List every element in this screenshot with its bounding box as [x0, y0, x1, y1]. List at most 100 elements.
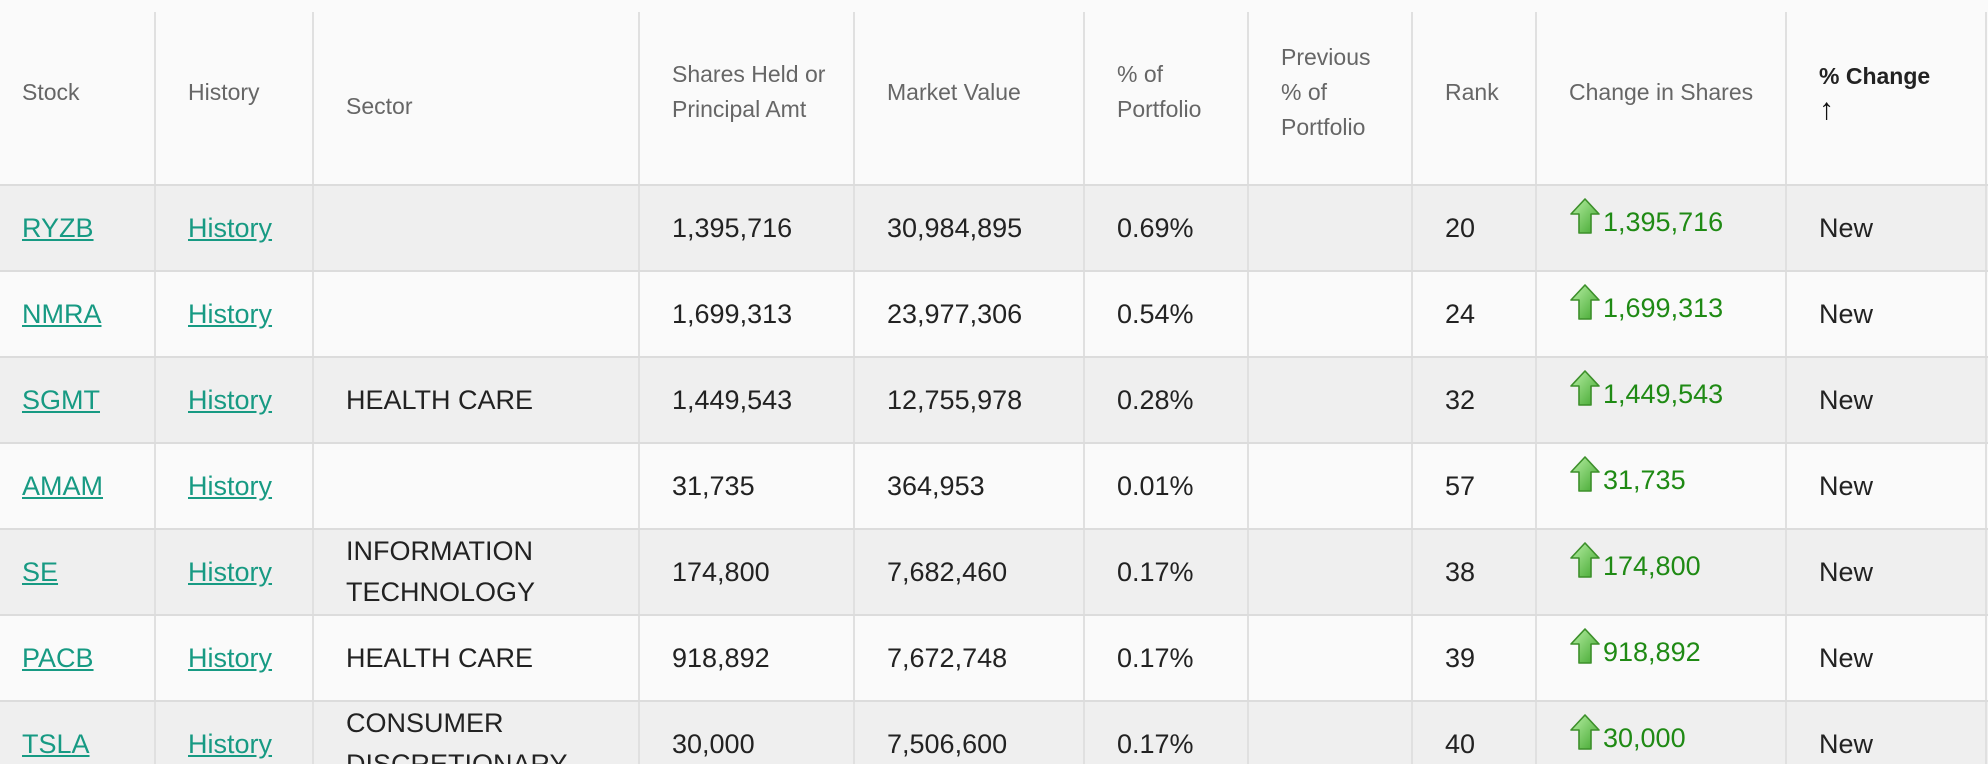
cell-rank: 24	[1412, 271, 1537, 358]
change-amount: 30,000	[1603, 722, 1686, 753]
cell-shares-held: 174,800	[639, 529, 855, 616]
cell-shares-held: 30,000	[639, 701, 855, 764]
column-header-pct-portfolio[interactable]: % of Portfolio	[1084, 0, 1249, 186]
cell-market-value: 12,755,978	[854, 357, 1085, 444]
cell-prev-pct-portfolio	[1248, 185, 1413, 272]
cell-pct-portfolio: 0.17%	[1084, 701, 1249, 764]
cell-market-value: 30,984,895	[854, 185, 1085, 272]
cell-rank: 40	[1412, 701, 1537, 764]
change-amount: 1,449,543	[1603, 378, 1724, 409]
green-up-arrow-icon	[1569, 627, 1601, 665]
cell-pct-portfolio: 0.17%	[1084, 529, 1249, 616]
history-link[interactable]: History	[188, 556, 273, 587]
cell-overflow	[1986, 701, 1988, 764]
table-row: RYZB History 1,395,716 30,984,895 0.69% 20 1,3…	[0, 185, 1988, 272]
column-header-shares-held[interactable]: Shares Held or Principal Amt	[639, 0, 855, 186]
cell-pct-change: New	[1786, 185, 1987, 272]
cell-overflow	[1986, 615, 1988, 702]
column-header-history[interactable]: History	[155, 0, 314, 186]
cell-pct-change: New	[1786, 443, 1987, 530]
cell-pct-portfolio: 0.01%	[1084, 443, 1249, 530]
cell-change-in-shares: 1,699,313	[1536, 271, 1787, 358]
cell-pct-portfolio: 0.28%	[1084, 357, 1249, 444]
cell-overflow	[1986, 271, 1988, 358]
cell-pct-portfolio: 0.17%	[1084, 615, 1249, 702]
column-header-market-value[interactable]: Market Value	[854, 0, 1085, 186]
cell-pct-portfolio: 0.54%	[1084, 271, 1249, 358]
table-body: RYZB History 1,395,716 30,984,895 0.69% 20 1,3…	[0, 185, 1988, 764]
column-header-stock[interactable]: Stock	[0, 0, 156, 186]
history-link[interactable]: History	[188, 642, 273, 673]
cell-overflow	[1986, 357, 1988, 444]
cell-rank: 39	[1412, 615, 1537, 702]
stock-link[interactable]: SGMT	[22, 384, 100, 415]
column-header-rank[interactable]: Rank	[1412, 0, 1537, 186]
table-row: NMRA History 1,699,313 23,977,306 0.54% 24 1,6…	[0, 271, 1988, 358]
change-value: 1,699,313	[1569, 283, 1724, 329]
cell-shares-held: 1,395,716	[639, 185, 855, 272]
sort-ascending-icon: ↑	[1819, 92, 1834, 126]
change-amount: 1,395,716	[1603, 206, 1724, 237]
table-row: SGMT History HEALTH CARE 1,449,543 12,755,97…	[0, 357, 1988, 444]
top-strip	[0, 0, 1988, 12]
cell-market-value: 23,977,306	[854, 271, 1085, 358]
green-up-arrow-icon	[1569, 369, 1601, 407]
cell-history: History	[155, 357, 314, 444]
table-row: TSLA History CONSUMER DISCRETIONARY 30,000 7…	[0, 701, 1988, 764]
change-value: 31,735	[1569, 455, 1686, 501]
stock-link[interactable]: RYZB	[22, 212, 94, 243]
cell-market-value: 7,672,748	[854, 615, 1085, 702]
change-value: 1,395,716	[1569, 197, 1724, 243]
cell-change-in-shares: 918,892	[1536, 615, 1787, 702]
change-amount: 1,699,313	[1603, 292, 1724, 323]
cell-history: History	[155, 529, 314, 616]
stock-link[interactable]: PACB	[22, 642, 94, 673]
cell-change-in-shares: 1,449,543	[1536, 357, 1787, 444]
cell-shares-held: 918,892	[639, 615, 855, 702]
cell-stock: SGMT	[0, 357, 156, 444]
history-link[interactable]: History	[188, 728, 273, 759]
table-row: SE History INFORMATION TECHNOLOGY 174,800 7,…	[0, 529, 1988, 616]
cell-rank: 57	[1412, 443, 1537, 530]
history-link[interactable]: History	[188, 298, 273, 329]
stock-link[interactable]: TSLA	[22, 728, 90, 759]
cell-market-value: 7,506,600	[854, 701, 1085, 764]
cell-sector	[313, 185, 640, 272]
cell-change-in-shares: 30,000	[1536, 701, 1787, 764]
cell-history: History	[155, 615, 314, 702]
cell-rank: 20	[1412, 185, 1537, 272]
green-up-arrow-icon	[1569, 455, 1601, 493]
cell-stock: SE	[0, 529, 156, 616]
table-row: PACB History HEALTH CARE 918,892 7,672,748 0.…	[0, 615, 1988, 702]
cell-prev-pct-portfolio	[1248, 615, 1413, 702]
cell-shares-held: 1,449,543	[639, 357, 855, 444]
cell-sector	[313, 443, 640, 530]
table-row: AMAM History 31,735 364,953 0.01% 57 31,735 New	[0, 443, 1988, 530]
column-header-sector[interactable]: Sector	[313, 0, 640, 186]
stock-link[interactable]: SE	[22, 556, 59, 587]
history-link[interactable]: History	[188, 470, 273, 501]
cell-history: History	[155, 443, 314, 530]
green-up-arrow-icon	[1569, 283, 1601, 321]
column-header-change-in-shares[interactable]: Change in Shares	[1536, 0, 1787, 186]
change-amount: 918,892	[1603, 636, 1701, 667]
column-header-pct-change[interactable]: % Change ↑	[1786, 0, 1987, 186]
stock-link[interactable]: NMRA	[22, 298, 102, 329]
column-header-overflow	[1986, 0, 1988, 186]
history-link[interactable]: History	[188, 212, 273, 243]
table-header: Stock History Sector Shares Held or Prin…	[0, 0, 1988, 186]
cell-prev-pct-portfolio	[1248, 357, 1413, 444]
cell-sector: INFORMATION TECHNOLOGY	[313, 529, 640, 616]
change-value: 918,892	[1569, 627, 1701, 673]
cell-pct-change: New	[1786, 357, 1987, 444]
column-header-prev-pct-portfolio[interactable]: Previous % of Portfolio	[1248, 0, 1413, 186]
green-up-arrow-icon	[1569, 713, 1601, 751]
cell-prev-pct-portfolio	[1248, 529, 1413, 616]
cell-stock: PACB	[0, 615, 156, 702]
cell-sector: HEALTH CARE	[313, 357, 640, 444]
history-link[interactable]: History	[188, 384, 273, 415]
cell-history: History	[155, 701, 314, 764]
cell-overflow	[1986, 529, 1988, 616]
stock-link[interactable]: AMAM	[22, 470, 103, 501]
